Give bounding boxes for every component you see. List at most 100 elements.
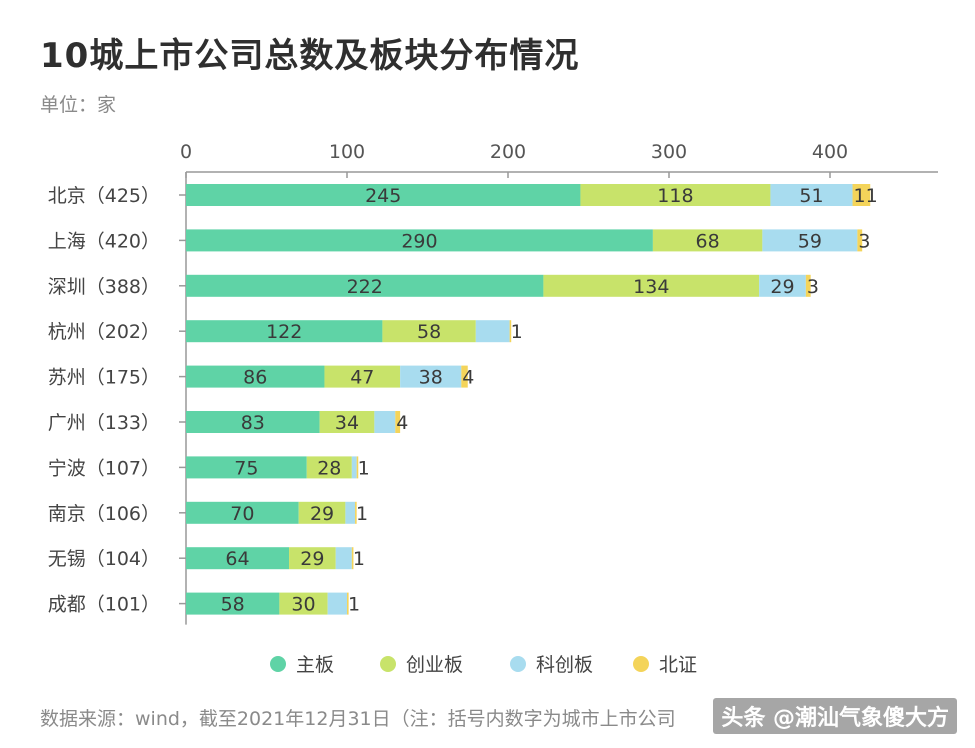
- stacked-bar-chart: 0 100 200 300 400 北京（425） 上海（420） 深圳（388） 杭州（20…: [48, 141, 938, 676]
- bar-segment: [186, 411, 320, 433]
- bar-value-label: 222: [347, 276, 383, 298]
- bar-segment: [509, 320, 512, 343]
- category-label: 深圳（388）: [48, 276, 160, 298]
- legend-swatch: [380, 656, 396, 672]
- bar-segment: [543, 274, 760, 297]
- bar-segment: [374, 411, 396, 433]
- bar-segment: [306, 456, 352, 479]
- chart-title: 10城上市公司总数及板块分布情况: [40, 36, 580, 76]
- bar-value-label: 11: [854, 185, 878, 207]
- bar-segment: [186, 365, 325, 388]
- bar-value-label: 245: [365, 185, 401, 207]
- category-label: 北京（425）: [48, 185, 160, 207]
- bar-value-label: 64: [225, 548, 249, 570]
- bar-segment: [351, 547, 354, 570]
- bar-segment: [186, 456, 307, 479]
- bar-value-label: 51: [799, 185, 823, 207]
- legend-label: 主板: [296, 654, 334, 676]
- bar-segment: [186, 320, 383, 343]
- bar-segment: [770, 184, 853, 206]
- bar-value-label: 1: [358, 457, 370, 479]
- unit-label: 单位：家: [40, 94, 117, 116]
- source-note: 数据来源：wind，截至2021年12月31日（注：括号内数字为城市上市公司: [40, 708, 676, 730]
- category-axis: 北京（425） 上海（420） 深圳（388） 杭州（202） 苏州（175） 广州（13…: [48, 172, 187, 625]
- bar-segment: [324, 365, 401, 388]
- category-label: 宁波（107）: [48, 457, 160, 479]
- bar-value-label: 28: [317, 457, 341, 479]
- bar-segment: [186, 274, 544, 297]
- bar-segment: [335, 547, 352, 570]
- bar-segment: [345, 501, 356, 524]
- bar-segment: [400, 365, 462, 388]
- legend-swatch: [270, 656, 286, 672]
- bar-segment: [351, 456, 357, 479]
- legend-label: 北证: [659, 654, 697, 676]
- category-label: 苏州（175）: [48, 367, 160, 389]
- bar-segment: [279, 592, 328, 615]
- legend-label: 科创板: [536, 654, 593, 676]
- category-label: 无锡（104）: [48, 548, 160, 570]
- legend-swatch: [510, 656, 526, 672]
- bar-value-label: 3: [858, 230, 870, 252]
- bar-value-label: 58: [221, 594, 245, 616]
- x-tick-label: 400: [812, 141, 848, 163]
- bar-segment: [475, 320, 510, 343]
- bar-segment: [356, 456, 359, 479]
- bar-segment: [289, 547, 336, 570]
- x-tick-label: 0: [180, 141, 192, 163]
- legend-label: 创业板: [406, 654, 463, 676]
- category-label: 上海（420）: [48, 230, 160, 252]
- bar-segment: [382, 320, 476, 343]
- bar-value-label: 118: [657, 185, 693, 207]
- category-label: 杭州（202）: [48, 321, 160, 343]
- x-axis: 0 100 200 300 400: [180, 141, 938, 178]
- bar-segment: [759, 274, 806, 297]
- bar-segment: [395, 411, 401, 433]
- bar-segment: [298, 501, 346, 524]
- bar-segment: [186, 547, 290, 570]
- bar-value-label: 47: [350, 367, 374, 389]
- legend-swatch: [633, 656, 649, 672]
- bar-value-label: 29: [300, 548, 324, 570]
- bar-value-label: 86: [243, 367, 267, 389]
- x-tick-label: 100: [329, 141, 365, 163]
- bar-segment: [319, 411, 375, 433]
- bar-value-label: 1: [353, 548, 365, 570]
- bar-value-label: 290: [401, 230, 437, 252]
- bar-segment: [852, 184, 871, 206]
- watermark: 头条 @潮汕气象傻大方: [713, 698, 957, 734]
- bar-value-label: 122: [266, 321, 302, 343]
- bar-value-label: 70: [230, 503, 254, 525]
- x-tick-label: 200: [490, 141, 526, 163]
- bar-value-label: 1: [511, 321, 523, 343]
- bar-value-label: 68: [696, 230, 720, 252]
- bar-segment: [580, 184, 771, 206]
- bar-segment: [355, 501, 357, 524]
- bar-value-label: 83: [241, 412, 265, 434]
- bar-value-label: 58: [417, 321, 441, 343]
- bar-value-label: 29: [310, 503, 334, 525]
- bar-value-label: 3: [807, 276, 819, 298]
- bar-segment: [347, 592, 349, 615]
- category-label: 成都（101）: [48, 594, 160, 616]
- bar-value-label: 1: [356, 503, 368, 525]
- bar-value-label: 34: [335, 412, 359, 434]
- category-label: 南京（106）: [48, 503, 160, 525]
- bar-value-label: 4: [462, 367, 474, 389]
- bar-value-label: 1: [348, 594, 360, 616]
- bar-value-label: 29: [770, 276, 794, 298]
- bar-value-label: 4: [396, 412, 408, 434]
- bar-segment: [461, 365, 468, 388]
- bar-segment: [186, 592, 280, 615]
- bar-segment: [652, 229, 763, 252]
- bar-segment: [327, 592, 347, 615]
- bar-value-label: 38: [419, 367, 443, 389]
- bar-segment: [857, 229, 863, 252]
- bar-segment: [186, 184, 581, 206]
- category-label: 广州（133）: [48, 412, 160, 434]
- bar-value-label: 30: [291, 594, 315, 616]
- bar-value-label: 59: [798, 230, 822, 252]
- bar-segment: [186, 501, 299, 524]
- bar-value-label: 75: [234, 457, 258, 479]
